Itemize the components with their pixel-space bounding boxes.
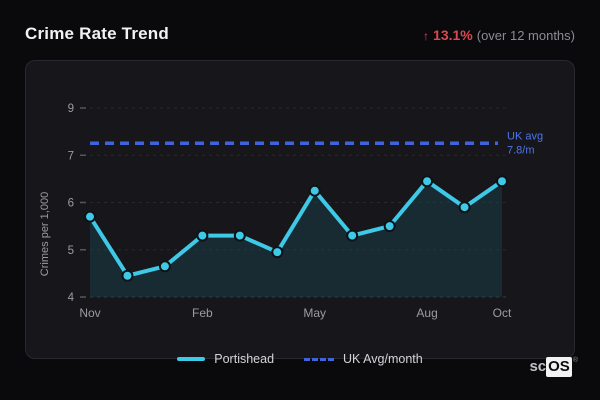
chart-legend: Portishead UK Avg/month: [0, 352, 600, 366]
dashed-line-swatch-icon: [304, 357, 335, 361]
svg-text:9: 9: [68, 103, 74, 115]
legend-item-uk-avg[interactable]: UK Avg/month: [304, 352, 423, 366]
svg-text:May: May: [303, 306, 326, 320]
trend-percentage: 13.1%: [433, 27, 473, 43]
page-title: Crime Rate Trend: [25, 24, 169, 43]
trend-up-arrow-icon: ↑: [423, 29, 430, 43]
registered-mark: ®: [572, 357, 578, 364]
legend-label: Portishead: [214, 352, 275, 366]
logo-os-badge: OS: [546, 357, 572, 377]
logo-prefix: sc: [529, 358, 547, 375]
legend-item-portishead[interactable]: Portishead: [177, 352, 274, 366]
svg-text:7: 7: [68, 150, 74, 162]
svg-text:Crimes per 1,000: Crimes per 1,000: [39, 192, 51, 276]
svg-text:5: 5: [68, 245, 74, 257]
chart-card: 4 5 6 7 9 Nov Feb May Aug Oct Crimes per 1,000 UK a…: [25, 60, 575, 359]
legend-label: UK Avg/month: [343, 352, 423, 366]
trend-stat: ↑ 13.1% (over 12 months): [423, 27, 575, 43]
svg-text:UK avg: UK avg: [507, 130, 543, 142]
svg-text:Aug: Aug: [416, 306, 437, 320]
svg-text:6: 6: [68, 198, 74, 210]
svg-text:4: 4: [68, 292, 75, 304]
svg-text:Nov: Nov: [79, 306, 100, 320]
solid-line-swatch-icon: [177, 357, 206, 361]
svg-text:Oct: Oct: [493, 306, 512, 320]
svg-text:Feb: Feb: [192, 306, 213, 320]
scos-logo: sc OS ®: [529, 357, 578, 377]
crime-trend-line-chart: 4 5 6 7 9 Nov Feb May Aug Oct Crimes per 1,000 UK a…: [39, 103, 543, 320]
svg-text:7.8/m: 7.8/m: [507, 144, 535, 156]
trend-period: (over 12 months): [476, 28, 575, 43]
